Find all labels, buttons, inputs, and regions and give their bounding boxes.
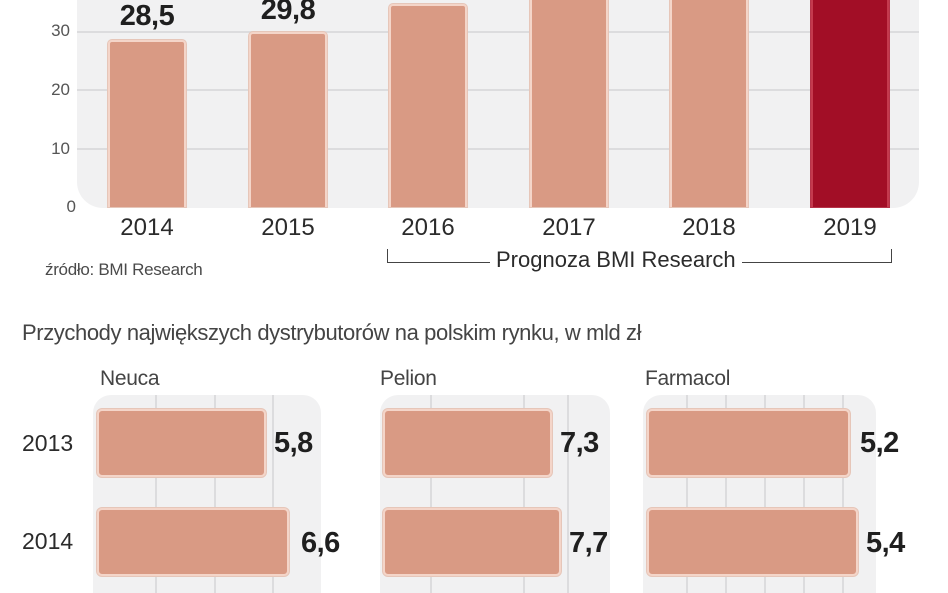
gridline-30 [77,31,919,33]
bar-2018 [670,0,748,207]
y-tick-10: 10 [51,139,70,158]
bar-2016 [389,4,467,207]
bar-2015 [249,32,327,207]
x-label-2014: 2014 [120,214,174,241]
pelion-gridline [523,395,525,593]
source-note: źródło: BMI Research [45,260,203,279]
row-label-2013: 2013 [22,430,74,456]
x-label-2016: 2016 [401,214,455,241]
neuca-gridline [214,395,216,593]
x-label-2015: 2015 [261,214,315,241]
bottom-chart-subtitle: Przychody największych dystrybutorów na … [22,320,642,345]
x-label-2017: 2017 [542,214,596,241]
y-tick-20: 20 [51,80,70,99]
y-tick-0: 0 [66,197,76,216]
gridline-10 [77,148,919,150]
pelion-bar-2014 [383,508,561,576]
bracket-right-tick [891,249,892,262]
value-label-2014: 28,5 [119,0,175,32]
farmacol-gridline [764,395,766,593]
farmacol-bar-2013 [647,409,850,477]
bar-2019 [811,0,889,207]
neuca-bar-2014 [97,508,289,576]
pelion-value-2014: 7,7 [569,527,608,559]
company-label-pelion: Pelion [380,367,437,390]
farmacol-gridline [725,395,727,593]
value-label-2015: 29,8 [260,0,316,26]
company-label-neuca: Neuca [100,367,160,390]
company-label-farmacol: Farmacol [645,367,731,390]
neuca-value-2014: 6,6 [301,527,340,559]
bracket-left-tick [387,249,388,262]
gridline-20 [77,89,919,91]
x-label-2019: 2019 [823,214,877,241]
top-chart-panel [77,0,919,208]
x-label-2018: 2018 [682,214,736,241]
pelion-gridline [430,395,432,593]
pelion-value-2013: 7,3 [560,427,599,459]
neuca-gridline [272,395,274,593]
pelion-gridline [567,395,569,593]
neuca-bar-2013 [97,409,266,477]
farmacol-gridline [842,395,844,593]
neuca-value-2013: 5,8 [274,427,313,459]
forecast-bracket-label: Prognoza BMI Research [490,247,742,273]
bar-2014 [108,40,186,207]
farmacol-value-2013: 5,2 [860,427,899,459]
farmacol-bar-2014 [647,508,858,576]
neuca-gridline [155,395,157,593]
farmacol-gridline [803,395,805,593]
farmacol-gridline [686,395,688,593]
bar-2017 [530,0,608,207]
row-label-2014: 2014 [22,528,74,554]
pelion-bar-2013 [383,409,552,477]
y-tick-30: 30 [51,21,70,40]
farmacol-value-2014: 5,4 [866,527,905,559]
